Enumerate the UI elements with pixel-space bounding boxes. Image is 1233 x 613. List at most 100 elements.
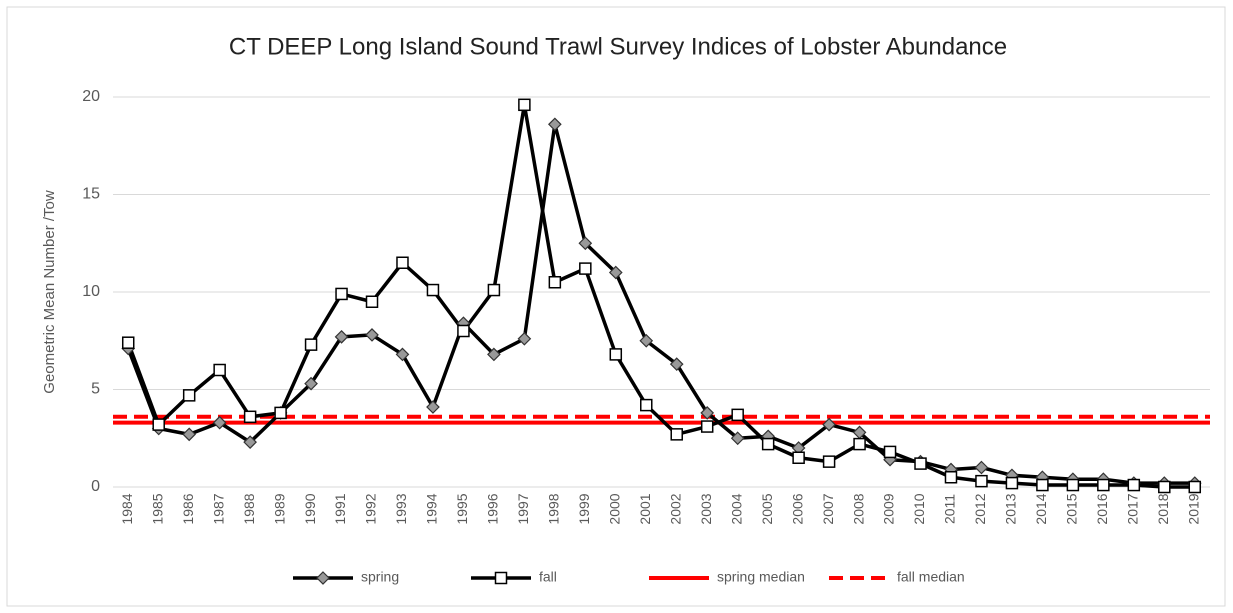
x-tick-label: 1995 <box>454 493 470 524</box>
x-tick-label: 1986 <box>180 493 196 524</box>
data-point <box>304 338 318 351</box>
data-point <box>1066 478 1080 492</box>
data-point <box>426 283 440 297</box>
x-tick-label: 1993 <box>393 493 409 524</box>
data-point <box>182 427 197 442</box>
x-tick-label: 1991 <box>332 493 348 524</box>
data-point <box>761 437 775 451</box>
data-point <box>792 451 805 464</box>
data-point <box>1127 478 1141 492</box>
data-point <box>883 445 897 459</box>
data-point <box>457 324 470 338</box>
data-point <box>670 428 683 441</box>
y-tick-label: 15 <box>82 186 100 203</box>
data-point <box>640 398 653 412</box>
data-point <box>700 406 715 420</box>
data-point <box>1158 480 1171 494</box>
data-point <box>547 117 562 132</box>
data-point <box>853 437 866 451</box>
x-tick-label: 2006 <box>789 493 805 524</box>
x-tick-label: 2018 <box>1155 493 1171 524</box>
data-point <box>243 410 257 424</box>
data-point <box>152 418 165 431</box>
chart-border <box>6 6 1226 607</box>
x-tick-label: 1992 <box>363 493 379 524</box>
x-tick-label: 2011 <box>942 494 958 524</box>
x-tick-label: 1994 <box>424 493 440 524</box>
data-point <box>243 435 257 449</box>
data-point <box>669 357 684 371</box>
x-tick-label: 2003 <box>698 493 714 524</box>
x-tick-label: 2008 <box>850 493 866 524</box>
data-point <box>212 415 227 430</box>
data-point <box>517 331 532 346</box>
x-tick-label: 2019 <box>1185 493 1201 524</box>
y-tick-label: 0 <box>91 478 100 495</box>
data-point <box>944 471 958 484</box>
legend-marker <box>316 571 330 585</box>
data-point <box>395 347 410 362</box>
x-tick-label: 1989 <box>271 493 287 524</box>
data-point <box>700 420 714 433</box>
data-point <box>274 406 287 420</box>
y-tick-label: 5 <box>91 381 100 398</box>
data-point <box>608 265 623 280</box>
data-point <box>487 347 501 362</box>
x-tick-label: 2002 <box>667 493 683 524</box>
data-point <box>1188 480 1202 494</box>
data-point <box>334 330 349 344</box>
x-tick-label: 1984 <box>119 493 135 524</box>
y-axis-label: Geometric Mean Number /Tow <box>41 190 58 394</box>
x-tick-label: 2000 <box>606 493 622 524</box>
data-point <box>1036 478 1049 492</box>
legend-marker <box>494 571 508 585</box>
y-tick-label: 20 <box>82 88 100 105</box>
data-point <box>304 376 318 391</box>
data-point <box>730 431 745 446</box>
x-tick-label: 1997 <box>515 493 531 524</box>
data-point <box>578 236 593 251</box>
x-tick-label: 2016 <box>1094 493 1110 524</box>
data-point <box>121 336 135 349</box>
x-tick-label: 1998 <box>546 493 562 524</box>
x-tick-label: 1985 <box>149 493 165 524</box>
legend-label: fall <box>539 569 557 585</box>
x-tick-label: 2015 <box>1064 493 1080 524</box>
data-point <box>518 98 531 112</box>
x-tick-label: 2012 <box>972 493 988 524</box>
data-point <box>639 333 654 348</box>
data-point <box>975 474 988 488</box>
x-tick-label: 2013 <box>1003 493 1019 524</box>
data-point <box>426 400 440 414</box>
x-tick-label: 1990 <box>302 493 318 524</box>
x-tick-label: 2005 <box>759 493 775 524</box>
data-point <box>548 276 562 289</box>
data-point <box>182 389 196 402</box>
legend-label: spring <box>361 569 399 585</box>
x-tick-label: 2007 <box>820 493 836 524</box>
data-point <box>822 455 836 468</box>
x-tick-label: 2014 <box>1033 493 1049 524</box>
chart-title: CT DEEP Long Island Sound Trawl Survey I… <box>229 33 1007 60</box>
data-point <box>213 363 226 377</box>
data-point <box>579 262 592 275</box>
data-point <box>365 295 379 308</box>
data-point <box>731 408 744 422</box>
data-point <box>1097 478 1110 492</box>
data-point <box>974 460 989 475</box>
y-tick-label: 10 <box>82 283 100 300</box>
data-point <box>487 283 501 297</box>
x-tick-label: 1988 <box>241 493 257 524</box>
data-point <box>1005 476 1019 490</box>
data-point <box>822 417 836 432</box>
legend-label: spring median <box>717 569 805 585</box>
x-tick-label: 1996 <box>485 493 501 524</box>
data-point <box>396 256 409 269</box>
data-point <box>609 348 623 361</box>
data-point <box>365 328 379 342</box>
x-tick-label: 2017 <box>1125 493 1141 524</box>
legend-label: fall median <box>897 569 965 585</box>
x-tick-label: 2010 <box>911 493 927 524</box>
data-point <box>914 457 927 470</box>
